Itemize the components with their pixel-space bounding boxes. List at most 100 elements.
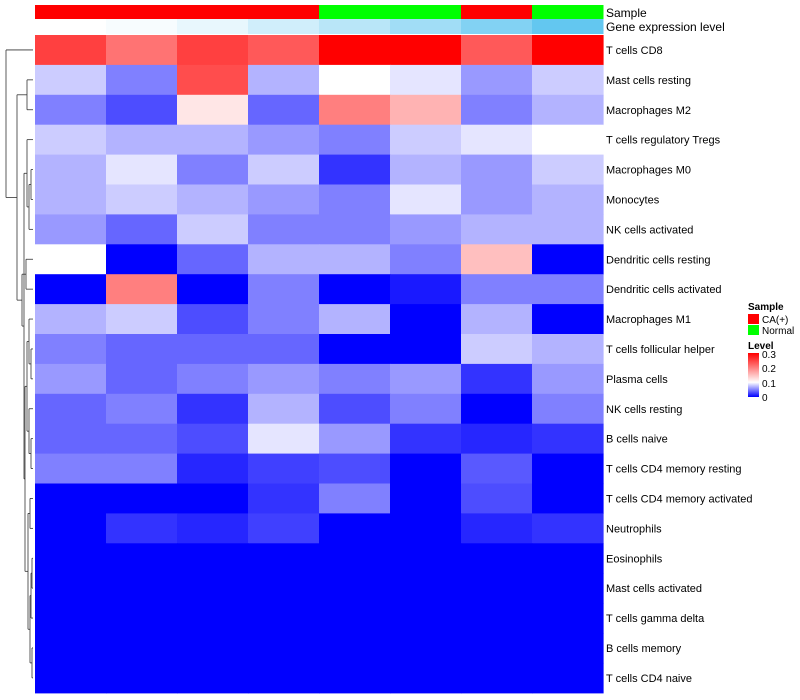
heatmap-cell [248, 184, 320, 215]
heatmap-cell [177, 423, 249, 455]
heatmap-cell [532, 184, 604, 215]
row-label: Plasma cells [606, 374, 668, 386]
sample-annotation-cell [390, 5, 462, 19]
heatmap-cell [319, 334, 391, 365]
heatmap-cell [390, 64, 462, 96]
heatmap-cell [106, 124, 178, 156]
heatmap-cell [319, 393, 391, 425]
heatmap-cell [532, 35, 604, 66]
gene-expression-annotation-cell [177, 19, 249, 34]
heatmap-cell [106, 573, 178, 604]
heatmap-cell [319, 154, 391, 186]
heatmap-cell [177, 573, 249, 604]
row-label: Macrophages M2 [606, 105, 691, 117]
heatmap-cell [248, 94, 320, 126]
heatmap-cell [106, 393, 178, 425]
heatmap-cell [35, 603, 107, 634]
heatmap-cell [532, 124, 604, 156]
heatmap-cell [35, 244, 107, 275]
heatmap-cell [177, 35, 249, 66]
heatmap-cell [248, 334, 320, 365]
heatmap-cell [35, 274, 107, 305]
heatmap-cell [248, 393, 320, 425]
heatmap-cell [461, 633, 533, 664]
heatmap-cell [106, 363, 178, 395]
sample-annotation-cell [248, 5, 320, 19]
heatmap-cell [461, 423, 533, 455]
heatmap-cell [461, 274, 533, 305]
heatmap-cell [461, 214, 533, 245]
heatmap-cell [532, 154, 604, 186]
heatmap-cell [177, 214, 249, 245]
heatmap-cell [106, 662, 178, 694]
heatmap-cell [461, 64, 533, 96]
heatmap-cell [319, 513, 391, 544]
heatmap-cell [35, 393, 107, 425]
row-label: T cells regulatory Tregs [606, 135, 721, 147]
heatmap-cell [106, 244, 178, 275]
heatmap-cell [35, 124, 107, 156]
heatmap-cell [248, 214, 320, 245]
row-label: Dendritic cells activated [606, 284, 722, 296]
heatmap-cell [461, 184, 533, 215]
heatmap-cell [319, 633, 391, 664]
heatmap-cell [461, 244, 533, 275]
heatmap-cell [35, 662, 107, 694]
heatmap-cell [319, 363, 391, 395]
heatmap-cell [390, 483, 462, 514]
heatmap-cell [532, 423, 604, 455]
heatmap-cell [35, 154, 107, 186]
annotation-label-gene-expression: Gene expression level [606, 20, 725, 34]
gene-expression-annotation-cell [106, 19, 178, 34]
heatmap-cell [390, 423, 462, 455]
row-label: Mast cells activated [606, 583, 702, 595]
heatmap-cell [106, 453, 178, 485]
heatmap-cell [532, 393, 604, 425]
heatmap-cell [390, 543, 462, 574]
row-label: NK cells resting [606, 404, 682, 416]
heatmap-cell [35, 573, 107, 604]
heatmap-cell [177, 483, 249, 514]
heatmap-cell [390, 633, 462, 664]
heatmap-cell [177, 633, 249, 664]
heatmap-cell [35, 513, 107, 544]
row-label: T cells CD8 [606, 45, 663, 57]
row-label: T cells gamma delta [606, 613, 705, 625]
column-annotations [35, 5, 604, 34]
heatmap-cell [177, 453, 249, 485]
sample-annotation-cell [319, 5, 391, 19]
heatmap-cell [532, 363, 604, 395]
heatmap-cell [319, 94, 391, 126]
heatmap-cell [177, 603, 249, 634]
legend-tick-03: 0.3 [762, 350, 776, 361]
heatmap-cell [532, 64, 604, 96]
heatmap-cell [35, 453, 107, 485]
heatmap-cell [35, 334, 107, 365]
heatmap-cell [461, 662, 533, 694]
heatmap-cell [461, 334, 533, 365]
heatmap-cell [106, 513, 178, 544]
heatmap-cell [35, 214, 107, 245]
row-label: T cells CD4 naive [606, 673, 692, 685]
legend-swatch-ca [748, 314, 759, 324]
legend-tick-02: 0.2 [762, 364, 776, 375]
row-label: T cells CD4 memory resting [606, 464, 742, 476]
row-label: Monocytes [606, 194, 660, 206]
heatmap-cell [461, 513, 533, 544]
gene-expression-annotation-cell [390, 19, 462, 34]
row-label: NK cells activated [606, 224, 693, 236]
heatmap-cell [319, 483, 391, 514]
row-dendrogram [5, 49, 33, 679]
heatmap-cell [106, 543, 178, 574]
row-label: Neutrophils [606, 523, 662, 535]
heatmap-cell [319, 35, 391, 66]
heatmap-cell [532, 513, 604, 544]
heatmap-cell [177, 334, 249, 365]
legend: Sample CA(+) Normal Level 0.3 0.2 0.1 0 [748, 302, 794, 404]
heatmap-cell [177, 274, 249, 305]
heatmap-cell [390, 124, 462, 156]
legend-swatch-normal [748, 325, 759, 335]
heatmap-cell [390, 363, 462, 395]
heatmap-cell [390, 94, 462, 126]
gene-expression-annotation-cell [319, 19, 391, 34]
